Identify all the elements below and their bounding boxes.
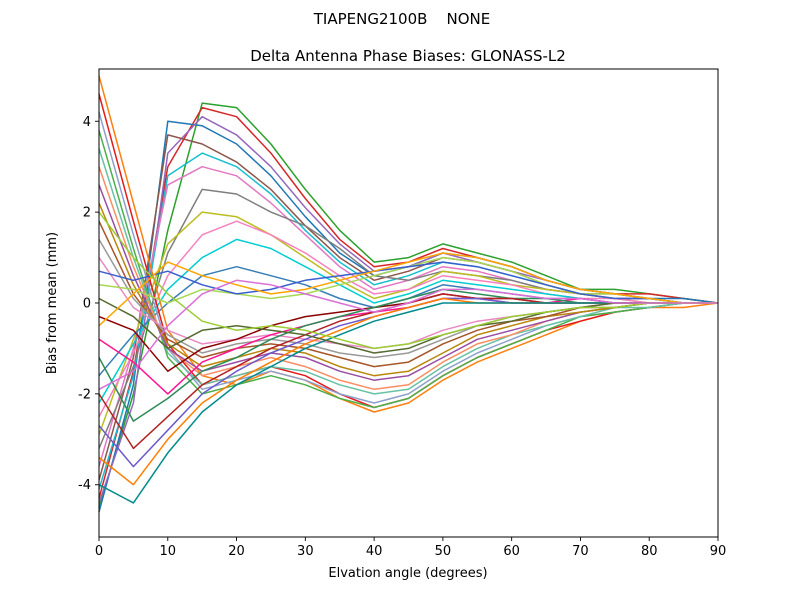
axes: 0 10 20 30 40 50 60 70 80 90 -4 -2 0 2 4	[78, 115, 726, 559]
x-tick-label: 40	[366, 544, 383, 559]
x-tick-label: 20	[228, 544, 245, 559]
x-tick-label: 90	[710, 544, 727, 559]
x-tick-label: 50	[435, 544, 452, 559]
y-tick-label: 4	[83, 115, 91, 130]
series-line-35	[98, 211, 718, 350]
series-group	[98, 75, 719, 513]
x-axis-label: Elvation angle (degrees)	[328, 566, 487, 581]
y-axis-label: Bias from mean (mm)	[45, 232, 60, 374]
series-line-34	[98, 252, 718, 327]
y-tick-label: 0	[83, 297, 91, 312]
series-line-36	[98, 279, 718, 390]
figure-title: TIAPENG2100B NONE	[313, 10, 490, 28]
y-tick-label: -2	[78, 387, 91, 402]
x-tick-label: 30	[297, 544, 314, 559]
x-tick-label: 60	[503, 544, 520, 559]
x-tick-label: 10	[160, 544, 177, 559]
x-tick-label: 80	[641, 544, 658, 559]
chart-title: Delta Antenna Phase Biases: GLONASS-L2	[250, 47, 566, 65]
series-line-25	[98, 261, 718, 304]
series-line-01	[98, 102, 719, 508]
x-tick-label: 70	[572, 544, 589, 559]
y-tick-label: -4	[78, 478, 91, 493]
x-tick-label: 0	[95, 544, 103, 559]
y-tick-label: 2	[83, 206, 91, 221]
